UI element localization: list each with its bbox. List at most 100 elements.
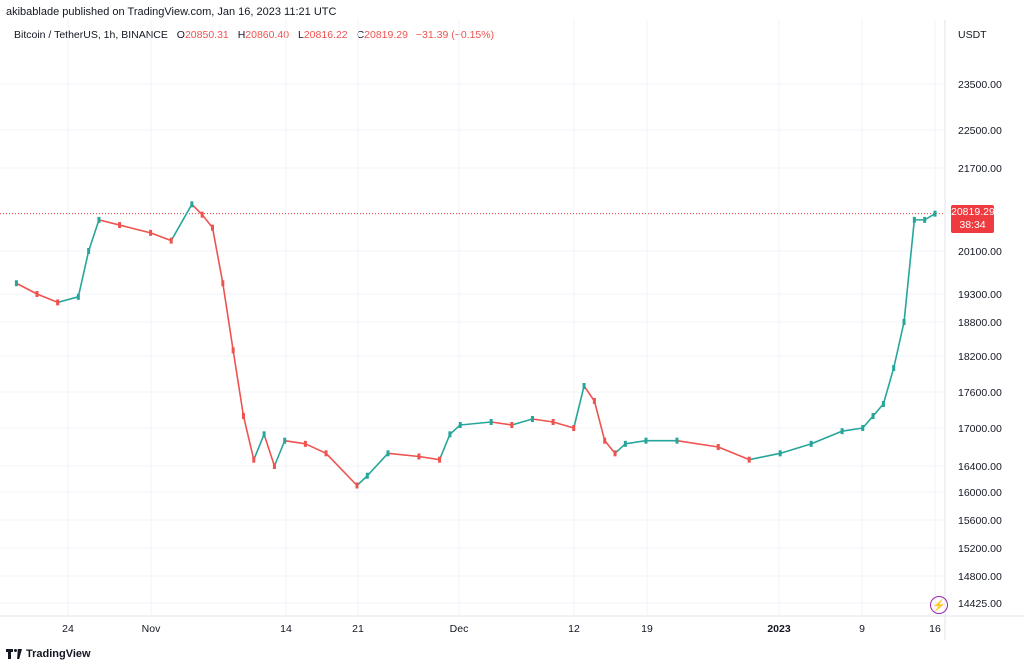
price-candle (231, 347, 235, 354)
x-tick-label: Nov (142, 623, 161, 635)
price-candle (613, 450, 617, 457)
price-candle (861, 425, 865, 431)
price-candle (675, 437, 679, 444)
price-candle (211, 224, 214, 231)
price-segment (624, 439, 647, 445)
bar-countdown: 38:34 (959, 219, 986, 231)
publish-line: akibablade published on TradingView.com,… (6, 6, 337, 18)
price-segment (748, 452, 781, 461)
symbol-name[interactable]: Bitcoin / TetherUS, 1h, BINANCE (14, 29, 168, 41)
price-candle (603, 437, 607, 444)
y-tick-label: 18800.00 (958, 317, 1002, 329)
price-segment (810, 430, 843, 445)
x-tick-label: 12 (568, 623, 580, 635)
price-candle (169, 237, 173, 244)
price-candle (252, 456, 256, 463)
price-candle (623, 440, 627, 447)
price-segment (191, 203, 203, 216)
price-candle (200, 211, 204, 218)
price-segment (872, 403, 885, 417)
price-candle (87, 248, 91, 254)
price-candle (881, 401, 885, 407)
last-price-tag: 20819.29 38:34 (951, 205, 995, 233)
price-segment (841, 427, 864, 432)
price-candle (912, 216, 916, 223)
tradingview-logo-icon (6, 649, 22, 659)
price-candle (365, 472, 369, 479)
y-tick-label: 21700.00 (958, 163, 1002, 175)
price-segment (87, 219, 100, 252)
price-segment (387, 452, 420, 458)
price-candle (97, 216, 101, 223)
price-candle (510, 422, 514, 428)
price-segment (861, 415, 874, 429)
y-tick-label: 22500.00 (958, 125, 1002, 137)
y-tick-label: 14800.00 (958, 571, 1002, 583)
price-segment (356, 474, 369, 487)
price-segment (438, 433, 451, 461)
y-tick-label: 17600.00 (958, 387, 1002, 399)
y-tick-label: 16400.00 (958, 461, 1002, 473)
price-candle (551, 419, 555, 425)
price-candle (902, 319, 906, 325)
price-candle (283, 437, 287, 444)
price-segment (676, 439, 720, 448)
price-candle (778, 450, 782, 457)
price-candle (35, 291, 39, 297)
price-candle (149, 229, 153, 236)
price-candle (871, 413, 875, 419)
x-tick-label: 19 (641, 623, 653, 635)
price-candle (262, 431, 266, 438)
y-tick-label: 19300.00 (958, 289, 1002, 301)
price-candle (923, 216, 927, 223)
price-segment (170, 203, 193, 242)
ohlc-legend: Bitcoin / TetherUS, 1h, BINANCE O20850.3… (14, 29, 494, 41)
open-value: 20850.31 (184, 29, 229, 41)
price-candle (118, 222, 122, 229)
price-segment (304, 443, 327, 455)
price-candle (489, 419, 493, 425)
price-candle (221, 280, 225, 287)
y-tick-label: 18200.00 (958, 351, 1002, 363)
x-tick-label: 2023 (767, 623, 791, 635)
price-segment (77, 250, 90, 298)
price-candle (644, 437, 648, 444)
price-candle (840, 428, 844, 435)
price-segment (118, 224, 152, 234)
low-value: 20816.22 (303, 29, 348, 41)
y-tick-label: 14425.00 (958, 598, 1002, 610)
price-candle (56, 299, 60, 306)
price-segment (603, 439, 616, 455)
y-tick-label: 16000.00 (958, 487, 1002, 499)
price-candle (448, 431, 452, 438)
price-candle (716, 444, 720, 450)
price-candle (572, 425, 576, 431)
price-segment (201, 213, 214, 229)
price-segment (511, 418, 534, 426)
price-segment (903, 219, 916, 323)
price-segment (717, 446, 751, 461)
price-candle (355, 482, 359, 489)
change-value: −31.39 (−0.15%) (415, 29, 495, 41)
close-value: 20819.29 (364, 29, 408, 41)
y-tick-label: 20100.00 (958, 246, 1002, 258)
price-segment (531, 418, 554, 423)
close-label: C (356, 29, 365, 41)
price-segment (98, 219, 121, 226)
y-tick-label: 23500.00 (958, 79, 1002, 91)
x-tick-label: 14 (280, 623, 292, 635)
price-candle (438, 456, 442, 463)
price-segment (56, 295, 80, 304)
price-segment (572, 385, 585, 429)
price-candle (530, 416, 534, 422)
brand-name: TradingView (26, 648, 91, 660)
y-tick-label: 15200.00 (958, 543, 1002, 555)
price-segment (263, 433, 276, 467)
y-tick-label: 17000.00 (958, 423, 1002, 435)
price-segment (222, 282, 234, 352)
lightning-icon[interactable]: ⚡ (930, 596, 948, 614)
price-segment (882, 367, 895, 405)
price-segment (366, 452, 389, 477)
price-candle (386, 450, 390, 457)
